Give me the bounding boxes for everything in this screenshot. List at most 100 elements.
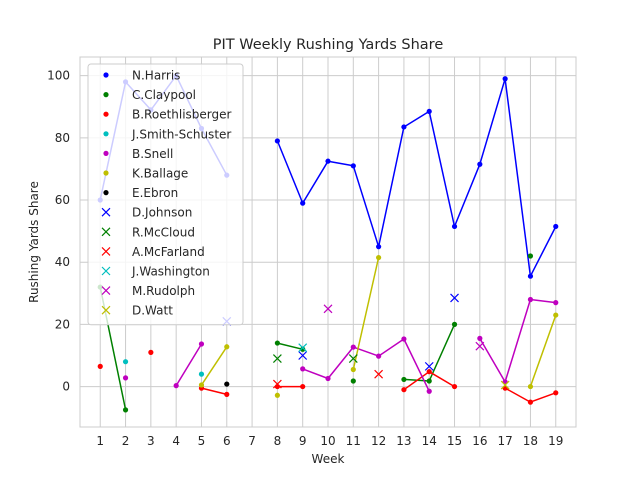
series-line [200,346,228,386]
legend-label: K.Ballage [132,167,188,181]
series-r-mccloud [272,354,358,364]
data-point [325,375,331,382]
x-tick-label: 12 [371,434,386,448]
data-point [376,353,382,359]
y-tick-label: 20 [55,317,70,331]
data-point [350,378,356,384]
data-point [350,366,356,373]
data-point-x [424,361,434,371]
data-point [401,387,407,393]
legend-item-b-roethlisberger: B.Roethlisberger [103,108,232,122]
series-line [352,257,380,370]
data-point-x [272,354,282,364]
data-point [224,381,230,387]
data-point [553,390,559,396]
data-point-x [374,369,384,379]
data-point [325,158,331,164]
data-point [198,382,205,388]
data-point [148,349,154,355]
legend-label: E.Ebron [132,186,178,200]
legend-label: C.Claypool [132,88,196,102]
data-point [426,388,432,394]
series-k-ballage [198,254,559,398]
legend-label: J.Smith-Schuster [131,127,231,141]
data-point [224,344,230,350]
data-point [300,366,306,372]
y-tick-label: 0 [62,380,70,394]
legend-item-j-washington: J.Washington [101,265,210,279]
series-a-mcfarland [272,369,384,389]
data-point [527,383,534,390]
y-tick-label: 40 [55,255,70,269]
legend-label: R.McCloud [132,225,195,239]
legend-item-k-ballage: K.Ballage [103,167,188,181]
x-tick-label: 7 [248,434,256,448]
x-tick-label: 14 [422,434,437,448]
data-point [300,383,306,390]
series-b-roethlisberger [97,349,559,405]
data-point [224,391,230,397]
data-point-x [298,343,308,353]
data-point [553,300,559,306]
data-point [350,163,356,169]
x-tick-labels: 1 2 3 4 5 6 7 8 9 10 11 12 13 14 15 16 17 18 19 [96,434,563,448]
data-point [173,383,179,389]
legend-marker [103,170,109,176]
legend-item-r-mccloud: R.McCloud [101,225,195,239]
legend-label: A.McFarland [132,245,205,259]
legend-item-n-harris: N.Harris [103,69,180,83]
x-tick-label: 18 [523,434,538,448]
data-point-x [475,341,485,351]
legend-marker [103,131,109,137]
data-point-x [272,379,282,389]
legend-label: B.Snell [132,147,173,161]
data-point [451,383,458,390]
data-point [451,321,458,327]
data-point [502,76,508,82]
legend-marker [101,207,111,217]
series-line [529,314,557,387]
legend-label: D.Johnson [132,206,192,220]
legend-item-d-watt: D.Watt [101,304,173,318]
x-tick-label: 8 [274,434,282,448]
x-tick-label: 1 [96,434,104,448]
y-tick-label: 60 [55,193,70,207]
y-tick-label: 80 [55,131,70,145]
data-point [477,335,483,341]
y-tick-labels: 0 20 40 60 80 100 [47,69,70,394]
x-tick-label: 5 [198,434,206,448]
data-point [426,369,432,375]
legend-marker [101,266,111,276]
data-point [122,407,129,413]
data-point [527,296,534,303]
data-point-x [450,293,459,303]
x-tick-label: 4 [172,434,180,448]
data-point [477,161,483,167]
legend-item-j-smith-schuster: J.Smith-Schuster [103,127,231,141]
data-point [553,223,559,230]
series-line [302,338,430,392]
legend-item-b-snell: B.Snell [103,147,173,161]
legend-marker [101,305,111,315]
legend-marker [101,246,111,256]
series-e-ebron [224,381,230,387]
chart-title: PIT Weekly Rushing Yards Share [213,37,444,53]
data-point [527,273,534,279]
series-b-snell [122,296,559,394]
x-tick-label: 9 [299,434,307,448]
legend: N.Harris C.Claypool B.Roethlisberger J.Smit… [87,63,244,326]
legend-label: M.Rudolph [132,284,195,298]
data-point [97,363,103,369]
legend-label: N.Harris [132,69,180,83]
legend-item-a-mcfarland: A.McFarland [101,245,205,259]
data-point [274,138,280,144]
data-point [122,359,129,365]
x-tick-label: 16 [472,434,487,448]
series-line [175,343,203,386]
data-point [553,312,559,318]
data-point [300,200,306,206]
data-point [300,346,306,352]
x-tick-label: 6 [223,434,231,448]
data-point [274,392,280,398]
